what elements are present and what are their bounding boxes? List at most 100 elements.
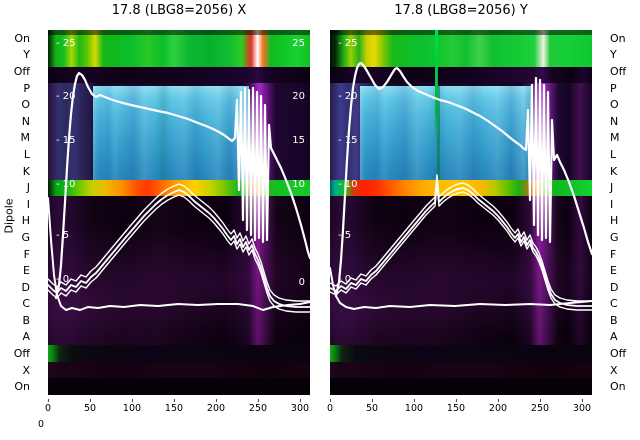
row-label: A: [22, 330, 30, 344]
inner-yticks-left: - 25 - 20 - 15 - 10 - 5 - 0: [330, 30, 592, 395]
heatmap-band-x: [330, 362, 592, 378]
row-label: Off: [610, 347, 627, 361]
row-label: B: [22, 313, 30, 327]
row-label: On: [14, 380, 30, 394]
row-label: F: [610, 247, 617, 261]
row-label: O: [21, 98, 30, 112]
inner-ytick: 15: [292, 135, 305, 146]
row-label: M: [610, 131, 620, 145]
x-tick: 250: [248, 399, 268, 414]
heatmap-band-off-lower: [330, 345, 592, 362]
inner-ytick: - 0: [338, 274, 352, 285]
row-labels-left: On Y Off P O N M L K J I H G F E D C B A…: [0, 30, 30, 395]
inner-ytick: 10: [292, 179, 305, 190]
x-tick: 150: [164, 399, 184, 414]
row-label: Off: [13, 347, 30, 361]
inner-ytick: - 25: [338, 38, 358, 49]
row-label: E: [23, 264, 30, 278]
row-label: K: [22, 164, 30, 178]
row-label: J: [610, 181, 614, 195]
row-label: G: [610, 230, 619, 244]
green-streak: [435, 30, 438, 146]
inner-ytick: - 0: [56, 274, 70, 285]
row-label: L: [23, 147, 30, 161]
row-label: K: [610, 164, 618, 178]
inner-ytick: - 5: [338, 230, 352, 241]
row-label: Y: [610, 48, 617, 62]
row-label: A: [610, 330, 618, 344]
x-tick: 0: [326, 399, 334, 414]
heatmap-band-top: [330, 30, 592, 67]
row-label: N: [610, 114, 619, 128]
x-tick: 50: [365, 399, 379, 414]
inner-ytick: 0: [298, 277, 305, 288]
panel-x-title: 17.8 (LBG8=2056) X: [111, 3, 247, 18]
x-tick: 200: [488, 399, 508, 414]
corner-zero-label: 0: [38, 419, 45, 430]
row-label: D: [21, 280, 30, 294]
inner-yticks-right: 25 20 15 10 0: [48, 30, 310, 395]
heatmap-band-on: [330, 378, 592, 395]
inner-ytick: - 5: [56, 230, 70, 241]
inner-ytick: 20: [292, 91, 305, 102]
row-label: D: [610, 280, 619, 294]
x-tick: 0: [44, 399, 52, 414]
x-tick: 200: [206, 399, 226, 414]
row-label: C: [610, 297, 618, 311]
heatmap-band-x: [48, 362, 310, 378]
row-label: N: [21, 114, 30, 128]
row-label: Y: [23, 48, 30, 62]
heatmap-panel-x: - 25 - 20 - 15 - 10 - 5 - 0 25 20 15 10 …: [48, 30, 310, 395]
row-label: C: [22, 297, 30, 311]
row-label: J: [26, 181, 30, 195]
row-label: B: [610, 313, 618, 327]
row-label: On: [610, 380, 626, 394]
row-label: O: [610, 98, 619, 112]
x-axis-panel-x: 0 50 100 150 200 250 300: [44, 399, 310, 415]
x-tick: 50: [83, 399, 97, 414]
x-tick: 250: [530, 399, 550, 414]
row-label: Off: [13, 64, 30, 78]
x-tick: 300: [290, 399, 310, 414]
panel-y-curves: [330, 61, 592, 311]
heatmap-band-off-upper: [48, 67, 310, 83]
inner-ytick: - 10: [56, 179, 76, 190]
row-label: P: [23, 81, 30, 95]
row-label: H: [610, 214, 619, 228]
inner-ytick: - 10: [338, 179, 358, 190]
row-label: On: [610, 31, 626, 45]
panel-y-title: 17.8 (LBG8=2056) Y: [394, 3, 528, 18]
row-label: M: [20, 131, 31, 145]
row-label: F: [23, 247, 30, 261]
inner-ytick: - 20: [56, 91, 76, 102]
row-label: X: [610, 363, 618, 377]
inner-yticks-left: - 25 - 20 - 15 - 10 - 5 - 0: [48, 30, 310, 395]
x-tick: 300: [572, 399, 592, 414]
heatmap-band-off-upper: [330, 67, 592, 83]
inner-ytick: - 20: [338, 91, 358, 102]
heatmap-band-low: [330, 196, 592, 345]
panel-x-curves: [48, 71, 310, 313]
inner-ytick: - 15: [338, 135, 358, 146]
heatmap-band-on: [48, 378, 310, 395]
row-label: Off: [610, 64, 627, 78]
x-tick: 100: [122, 399, 142, 414]
row-label: E: [610, 264, 617, 278]
inner-ytick: 25: [292, 38, 305, 49]
x-axis-panel-y: 0 50 100 150 200 250 300: [326, 399, 592, 415]
row-label: L: [610, 147, 617, 161]
row-label: H: [21, 214, 30, 228]
row-label: P: [610, 81, 617, 95]
row-label: X: [22, 363, 30, 377]
x-tick: 150: [446, 399, 466, 414]
row-label: G: [21, 230, 30, 244]
heatmap-band-top: [48, 30, 310, 67]
inner-ytick: - 25: [56, 38, 76, 49]
row-label: On: [14, 31, 30, 45]
x-tick: 100: [404, 399, 424, 414]
heatmap-band-off-lower: [48, 345, 310, 362]
heatmap-panel-y: - 25 - 20 - 15 - 10 - 5 - 0: [330, 30, 592, 395]
row-labels-right: On Y Off P O N M L K J I H G F E D C B A…: [610, 30, 640, 395]
row-label: I: [610, 197, 614, 211]
